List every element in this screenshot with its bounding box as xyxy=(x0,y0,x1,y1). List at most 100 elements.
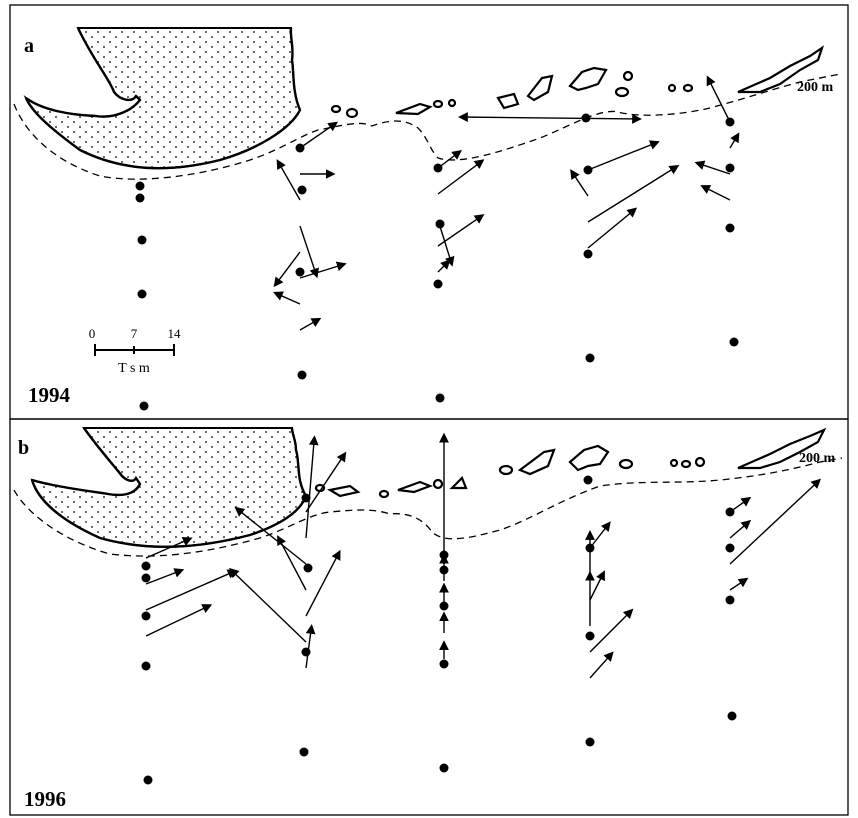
panel-b-station-dot xyxy=(583,475,593,485)
panel-a-year: 1994 xyxy=(28,383,71,407)
panel-b-station-dot xyxy=(301,493,311,503)
coastline-south xyxy=(24,27,302,170)
panel-b-current-vector xyxy=(145,568,185,585)
panel-a-current-vector xyxy=(587,207,638,249)
scale-unit-label: T s m xyxy=(118,361,150,376)
panel-a-current-vector xyxy=(437,159,485,195)
panel-b-current-vector xyxy=(729,478,822,565)
panel-b-station-dot xyxy=(141,661,151,671)
panel-b-station-dot xyxy=(143,775,153,785)
panel-b-current-vector xyxy=(145,569,238,611)
panel-a-current-vector xyxy=(299,317,322,331)
panel-b-station-dot xyxy=(299,747,309,757)
panel-a-current-vector xyxy=(299,225,319,279)
panel-a-station-dot xyxy=(433,279,443,289)
panel-b-current-vector xyxy=(589,521,611,549)
panel-a-station-dot xyxy=(435,393,445,403)
panel-b-station-dot xyxy=(585,631,595,641)
panel-b-current-vector xyxy=(145,537,193,559)
coastline-b xyxy=(31,427,142,497)
panel-b-station-dot xyxy=(439,763,449,773)
panel-b-station-dot xyxy=(725,543,735,553)
coastline xyxy=(25,27,142,118)
islands xyxy=(330,45,825,119)
panel-a-current-vector xyxy=(273,251,301,288)
panel-a-station-dot xyxy=(585,353,595,363)
panel-a-current-vector xyxy=(273,291,301,305)
panel-a-current-vector xyxy=(729,132,740,149)
panel-b-current-vector xyxy=(145,604,213,637)
panel-a-current-vector xyxy=(570,169,589,197)
panel-a-current-vector xyxy=(276,159,301,201)
panel-b-year: 1996 xyxy=(24,787,66,811)
panel-a-current-vector xyxy=(437,259,451,273)
peninsula-stipple xyxy=(26,28,300,169)
panel-b-station-dot xyxy=(141,573,151,583)
panel-b-current-vector xyxy=(589,608,634,653)
isobath-label: 200 m xyxy=(797,80,834,95)
panel-a-current-vector xyxy=(437,219,455,267)
panel-a-station-dot xyxy=(435,219,445,229)
panel-a-station-dot xyxy=(135,193,145,203)
panel-b-label: b xyxy=(18,437,29,459)
panel-b-current-vector xyxy=(305,549,341,617)
panel-a-station-dot xyxy=(583,249,593,259)
scale-tick-0: 0 xyxy=(89,326,96,341)
coastline-south-b xyxy=(30,427,308,548)
panel-b-frame xyxy=(9,418,849,816)
panel-a-station-dot xyxy=(725,223,735,233)
panel-a-current-vector xyxy=(299,261,347,279)
panel-a-current-vector xyxy=(706,75,731,123)
horizontal-current-arrow xyxy=(458,112,642,124)
islands-b xyxy=(314,427,827,499)
panel-a-station-dot xyxy=(139,401,149,411)
panel-b-current-vector xyxy=(729,577,749,591)
isobath-200m xyxy=(13,73,841,180)
panel-b-current-vector xyxy=(589,651,614,679)
panel-b-station-dot xyxy=(303,563,313,573)
panel-a-current-vector xyxy=(700,185,731,201)
panel-a-station-dot xyxy=(295,267,305,277)
panel-b-current-vector xyxy=(277,535,307,591)
panel-b-station-dot xyxy=(725,595,735,605)
panel-b-station-dot xyxy=(585,737,595,747)
panel-b-current-vector xyxy=(589,570,605,601)
panel-b-station-dot xyxy=(727,711,737,721)
panel-b-station-dot xyxy=(439,659,449,669)
panel-b: 200 m b 1996 xyxy=(9,418,849,816)
scale-bar: 0 7 14 T s m xyxy=(89,326,181,376)
panel-b-current-vector xyxy=(228,567,307,643)
scale-tick-7: 7 xyxy=(131,326,138,341)
panel-a-current-vectors xyxy=(135,75,740,411)
panel-a-station-dot xyxy=(135,181,145,191)
panel-a-station-dot xyxy=(297,370,307,380)
panel-a-current-vector xyxy=(299,121,339,149)
panel-a-label: a xyxy=(24,35,34,57)
isobath-label-b: 200 m xyxy=(799,451,836,466)
panel-a-current-vector xyxy=(437,150,462,169)
peninsula-stipple-b xyxy=(32,428,306,547)
panel-a: 200 m a 1994 0 7 14 T s m xyxy=(9,4,849,420)
panel-b-current-vectors xyxy=(141,432,822,785)
panel-a-current-vector xyxy=(587,164,680,223)
panel-b-current-vector xyxy=(305,435,319,539)
panel-a-station-dot xyxy=(725,163,735,173)
panel-a-station-dot xyxy=(297,185,307,195)
scale-tick-14: 14 xyxy=(168,326,182,341)
panel-a-station-dot xyxy=(729,337,739,347)
panel-a-station-dot xyxy=(137,235,147,245)
panel-a-current-vector xyxy=(587,140,660,171)
panel-b-current-vector xyxy=(305,451,347,513)
panel-b-station-dot xyxy=(141,611,151,621)
panel-b-station-dot xyxy=(141,561,151,571)
panel-a-current-vector xyxy=(694,160,731,175)
panel-b-current-vector xyxy=(729,519,752,539)
panel-b-current-vector xyxy=(305,624,316,669)
panel-b-current-vector xyxy=(234,506,307,565)
panel-a-station-dot xyxy=(581,113,591,123)
panel-a-station-dot xyxy=(137,289,147,299)
panel-a-current-vector xyxy=(437,214,485,247)
panel-b-current-vector xyxy=(729,496,752,513)
